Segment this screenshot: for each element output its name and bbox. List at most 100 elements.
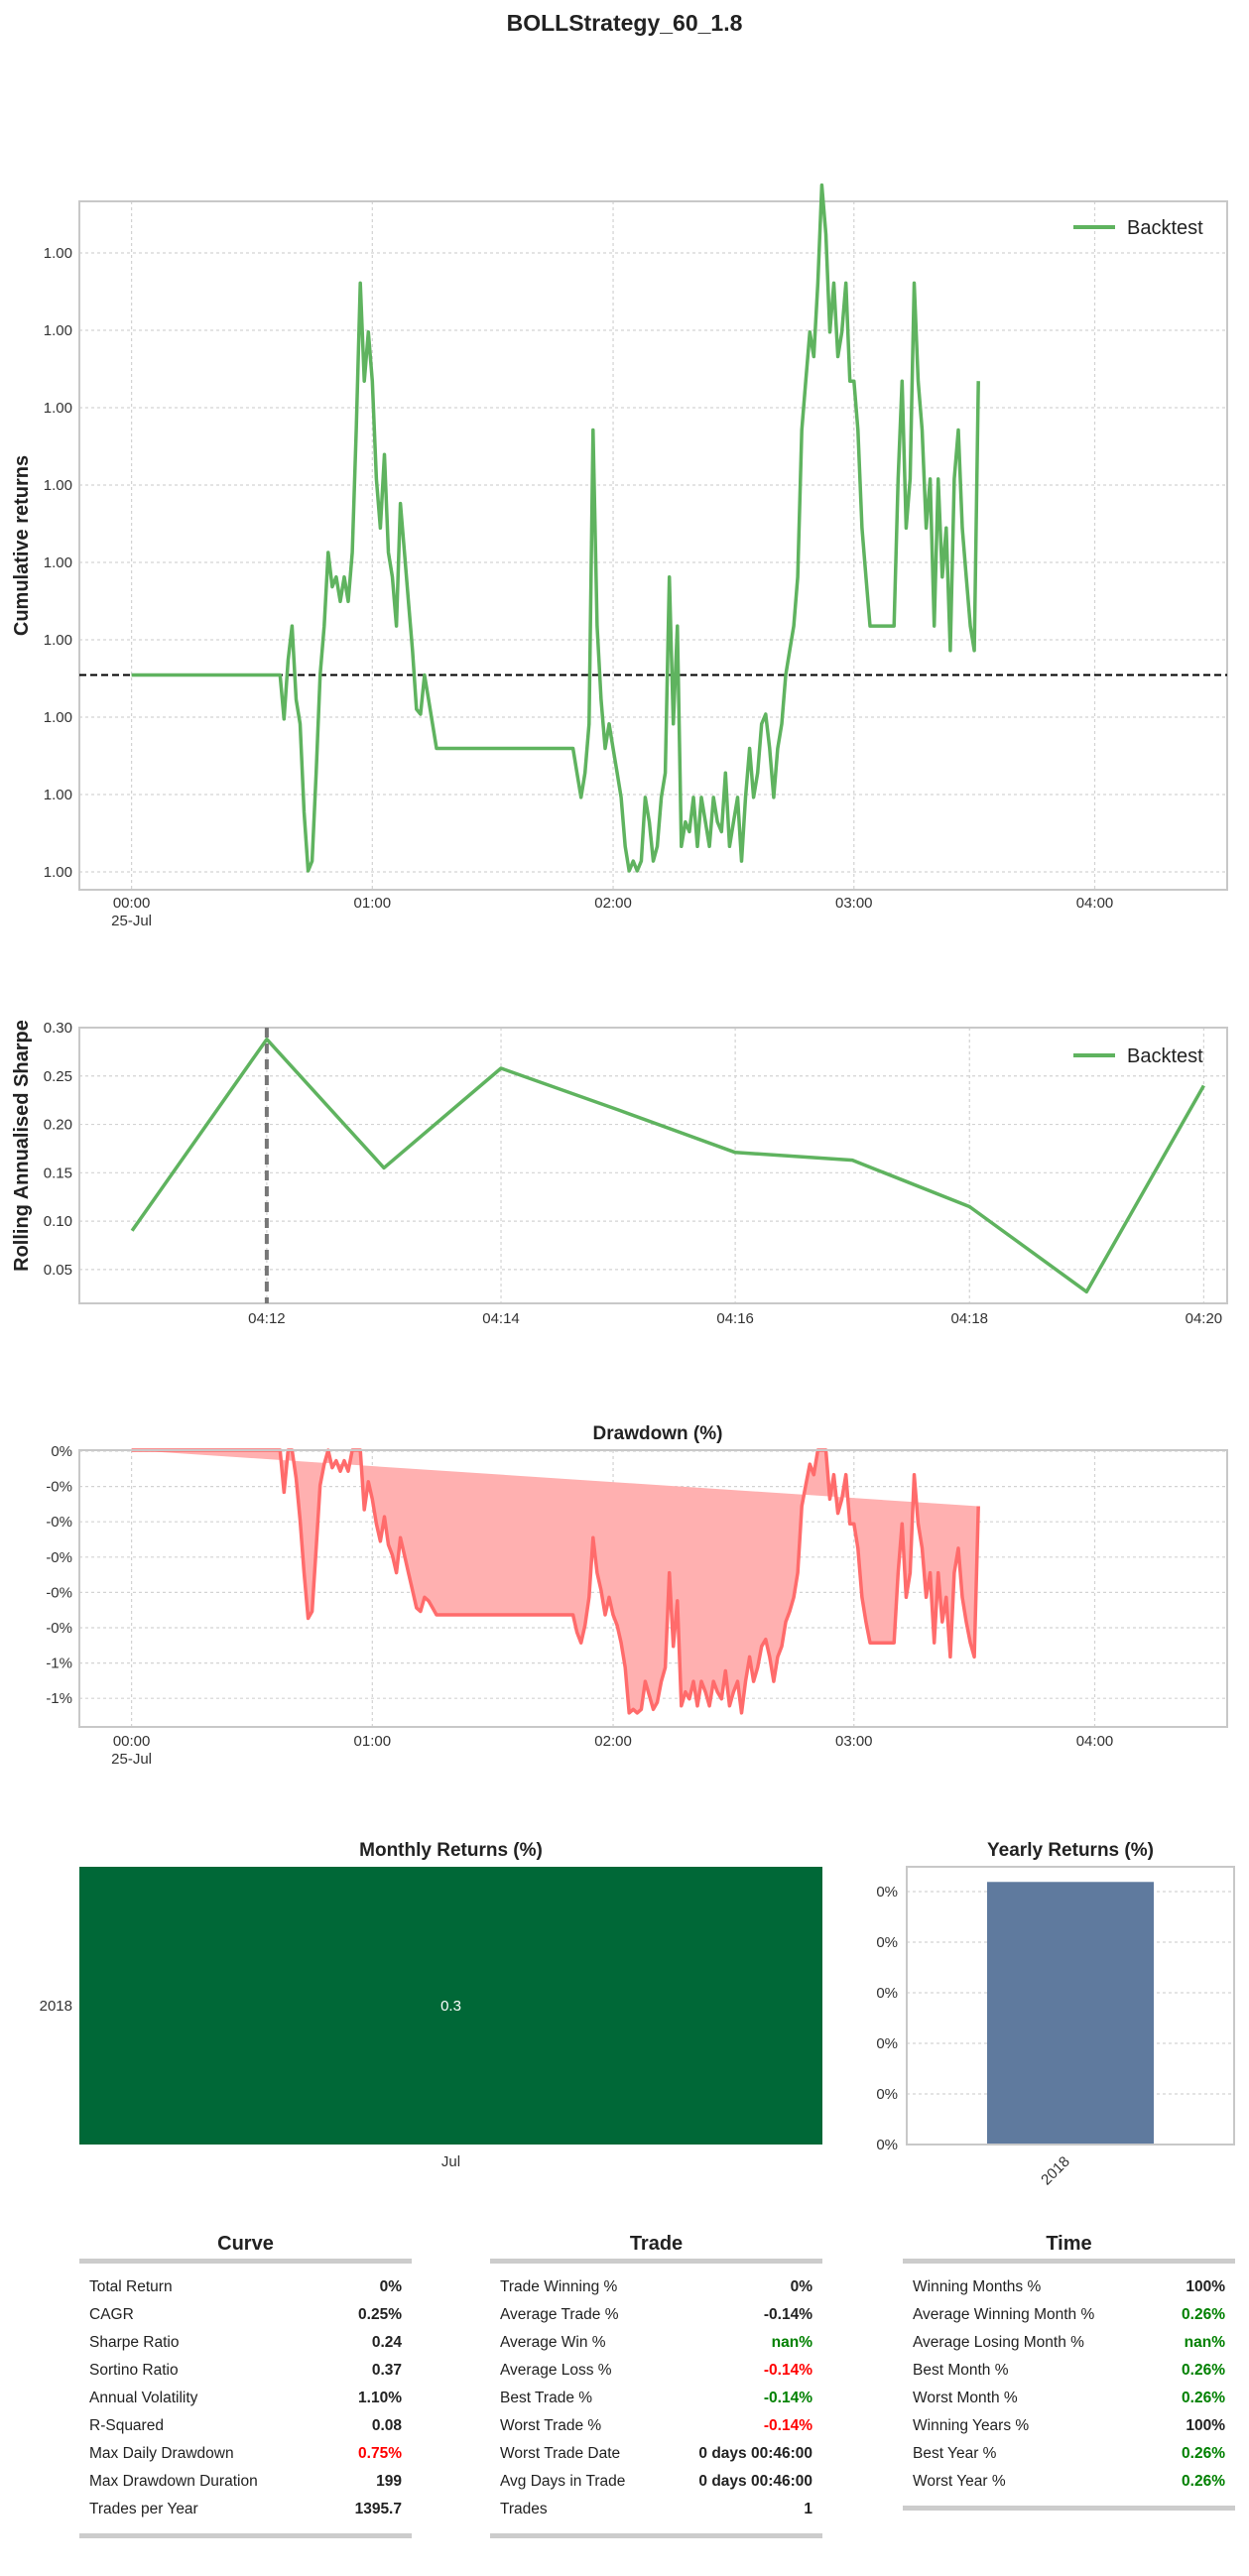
sharpe-y-tick-label: 0.05: [44, 1262, 72, 1279]
drawdown-y-tick-label: -1%: [46, 1656, 72, 1672]
drawdown-x-tick-label: 03:00: [835, 1733, 873, 1750]
drawdown-y-tick-label: -0%: [46, 1584, 72, 1601]
drawdown-y-tick-label: -0%: [46, 1620, 72, 1637]
stat-value: 0%: [790, 2278, 812, 2295]
sharpe-series-backtest: [130, 1037, 1205, 1294]
yearly-y-tick-label: 0%: [876, 1884, 898, 1901]
stat-label: Worst Trade %: [500, 2417, 602, 2434]
curve-stats-bottom-rule: [79, 2533, 412, 2538]
stat-row: Average Trade % -0.14%: [500, 2301, 812, 2329]
stat-value: nan%: [771, 2334, 812, 2351]
stat-value: -0.14%: [763, 2390, 812, 2406]
drawdown-frame: [78, 1449, 1228, 1728]
drawdown-x-tick-label: 02:00: [594, 1733, 632, 1750]
curve-stats-top-rule: [79, 2259, 412, 2264]
stat-row: Trades per Year 1395.7: [89, 2496, 402, 2523]
stat-label: Average Win %: [500, 2334, 606, 2351]
stat-row: Annual Volatility 1.10%: [89, 2385, 402, 2412]
cumulative-y-tick-label: 1.00: [44, 554, 72, 571]
sharpe-legend-label: Backtest: [1127, 1045, 1203, 1067]
drawdown-y-tick-label: -0%: [46, 1514, 72, 1531]
stat-label: R-Squared: [89, 2417, 164, 2434]
stat-value: 0.26%: [1182, 2390, 1225, 2406]
trade-stats-top-rule: [490, 2259, 822, 2264]
time-stats-bottom-rule: [903, 2506, 1235, 2511]
yearly-returns-title: Yearly Returns (%): [987, 1840, 1154, 1861]
stat-value: 0.26%: [1182, 2445, 1225, 2462]
monthly-returns-column-label: Jul: [441, 2153, 460, 2170]
stat-value: 0%: [379, 2278, 402, 2295]
stat-row: R-Squared 0.08: [89, 2412, 402, 2440]
stat-label: Worst Year %: [913, 2473, 1006, 2490]
sharpe-y-tick-label: 0.20: [44, 1117, 72, 1134]
stat-label: Avg Days in Trade: [500, 2473, 626, 2490]
trade-stats-table: Trade Trade Winning % 0% Average Trade % -0…: [490, 2229, 822, 2538]
stat-value: 0.26%: [1182, 2473, 1225, 2490]
stat-label: Worst Month %: [913, 2390, 1018, 2406]
cumulative-x-tick-label: 02:00: [594, 895, 632, 912]
drawdown-y-tick-label: -0%: [46, 1549, 72, 1566]
stat-label: Trades per Year: [89, 2501, 198, 2517]
stat-value: 0.37: [371, 2362, 402, 2379]
stat-row: Best Trade % -0.14%: [500, 2385, 812, 2412]
yearly-y-tick-label: 0%: [876, 2137, 898, 2153]
stat-label: Trades: [500, 2501, 548, 2517]
stat-value: 0.75%: [358, 2445, 402, 2462]
stat-value: 0.24: [371, 2334, 402, 2351]
stat-row: CAGR 0.25%: [89, 2301, 402, 2329]
curve-stats-title: Curve: [217, 2233, 274, 2255]
curve-stats-table: Curve Total Return 0% CAGR 0.25% Sharpe Rati…: [79, 2229, 412, 2538]
stat-label: Max Drawdown Duration: [89, 2473, 258, 2490]
yearly-x-tick-label: 2018: [1038, 2153, 1073, 2189]
yearly-y-tick-label: 0%: [876, 2035, 898, 2052]
cumulative-y-tick-label: 1.00: [44, 322, 72, 339]
stat-row: Average Winning Month % 0.26%: [913, 2301, 1225, 2329]
monthly-returns-row-label: 2018: [40, 1998, 72, 2015]
sharpe-y-tick-label: 0.10: [44, 1213, 72, 1230]
cumulative-y-tick-label: 1.00: [44, 632, 72, 649]
sharpe-x-tick-label: 04:16: [716, 1310, 754, 1327]
stat-value: 0.26%: [1182, 2306, 1225, 2323]
cumulative-x-tick-label: 04:00: [1076, 895, 1114, 912]
stat-label: Total Return: [89, 2278, 173, 2295]
yearly-y-tick-label: 0%: [876, 1934, 898, 1951]
stat-value: 0.25%: [358, 2306, 402, 2323]
cumulative-legend-label: Backtest: [1127, 217, 1203, 239]
stat-row: Sortino Ratio 0.37: [89, 2357, 402, 2385]
stat-label: Annual Volatility: [89, 2390, 198, 2406]
stat-value: 0 days 00:46:00: [698, 2473, 812, 2490]
cumulative-x-tick-sublabel: 25-Jul: [111, 913, 152, 929]
drawdown-y-tick-label: 0%: [51, 1443, 72, 1460]
stat-label: CAGR: [89, 2306, 134, 2323]
stat-label: Worst Trade Date: [500, 2445, 621, 2462]
drawdown-series-line: [131, 1448, 980, 1715]
stat-value: -0.14%: [763, 2362, 812, 2379]
stat-row: Total Return 0%: [89, 2273, 402, 2301]
monthly-returns-title: Monthly Returns (%): [359, 1840, 543, 1861]
stat-row: Average Losing Month % nan%: [913, 2329, 1225, 2357]
stat-label: Average Loss %: [500, 2362, 612, 2379]
sharpe-y-tick-label: 0.30: [44, 1020, 72, 1037]
sharpe-x-tick-label: 04:18: [950, 1310, 988, 1327]
trade-stats-rows: Trade Winning % 0% Average Trade % -0.14% Av…: [490, 2264, 822, 2533]
time-stats-rows: Winning Months % 100% Average Winning Mont…: [903, 2264, 1235, 2506]
cumulative-y-tick-label: 1.00: [44, 400, 72, 417]
drawdown-y-tick-label: -0%: [46, 1479, 72, 1496]
cumulative-y-tick-label: 1.00: [44, 245, 72, 262]
stat-value: 1395.7: [354, 2501, 402, 2517]
sharpe-y-axis-label: Rolling Annualised Sharpe: [11, 1020, 33, 1272]
sharpe-x-tick-label: 04:20: [1186, 1310, 1223, 1327]
stat-label: Winning Years %: [913, 2417, 1030, 2434]
trade-stats-bottom-rule: [490, 2533, 822, 2538]
stat-row: Max Drawdown Duration 199: [89, 2468, 402, 2496]
sharpe-y-tick-label: 0.15: [44, 1165, 72, 1181]
time-stats-title: Time: [1046, 2233, 1092, 2255]
drawdown-area: [131, 1450, 979, 1713]
cumulative-y-tick-label: 1.00: [44, 864, 72, 881]
stat-label: Trade Winning %: [500, 2278, 618, 2295]
cumulative-x-tick-label: 03:00: [835, 895, 873, 912]
drawdown-x-tick-label: 01:00: [354, 1733, 392, 1750]
sharpe-y-tick-label: 0.25: [44, 1068, 72, 1085]
monthly-returns-cell-value: 0.3: [440, 1998, 461, 2015]
